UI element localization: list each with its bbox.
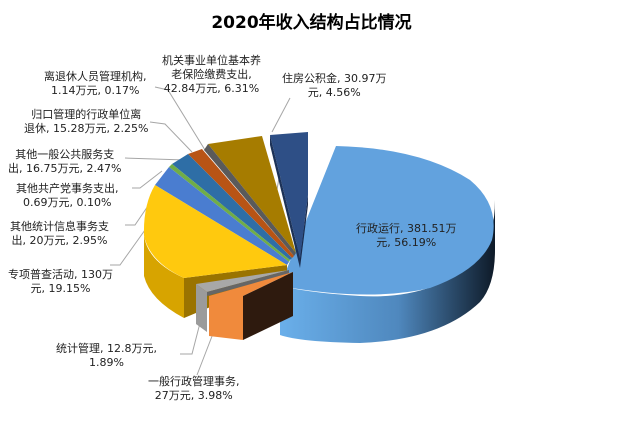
slice-xingzhengyunxing[interactable] bbox=[280, 146, 494, 295]
label-yanglaobaoxian: 机关事业单位基本养 老保险缴费支出, 42.84万元, 6.31% bbox=[162, 54, 261, 96]
label-guikouguanli: 归口管理的行政单位离 退休, 15.28万元, 2.25% bbox=[24, 108, 148, 136]
label-gongchandang: 其他共产党事务支出, 0.69万元, 0.10% bbox=[16, 182, 119, 210]
label-line: 统计管理, 12.8万元, bbox=[56, 342, 157, 355]
slice-gongchandang[interactable] bbox=[169, 164, 290, 262]
label-line: 行政运行, 381.51万 bbox=[356, 222, 457, 235]
label-line: 其他一般公共服务支 bbox=[15, 148, 115, 161]
label-line: 元, 19.15% bbox=[30, 282, 91, 295]
slice-guikouguanli[interactable] bbox=[188, 149, 294, 258]
slice-qitayibangonggong[interactable] bbox=[172, 154, 292, 260]
label-qitayibangonggong: 其他一般公共服务支 出, 16.75万元, 2.47% bbox=[8, 148, 121, 176]
label-line: 其他统计信息事务支 bbox=[10, 220, 109, 233]
label-line: 老保险缴费支出, bbox=[171, 68, 252, 81]
label-line: 一般行政管理事务, bbox=[148, 375, 240, 388]
label-line: 离退休人员管理机构, bbox=[44, 70, 147, 83]
label-line: 元, 4.56% bbox=[307, 86, 361, 99]
label-line: 住房公积金, 30.97万 bbox=[282, 72, 387, 85]
label-line: 1.14万元, 0.17% bbox=[51, 84, 140, 97]
label-line: 其他共产党事务支出, bbox=[16, 182, 119, 195]
chart-title: 2020年收入结构占比情况 bbox=[211, 13, 412, 33]
slice-zhuanxiangpucha[interactable] bbox=[143, 185, 287, 278]
label-line: 出, 20万元, 2.95% bbox=[11, 234, 108, 247]
label-line: 退休, 15.28万元, 2.25% bbox=[24, 122, 149, 135]
slice-side-zhuanxiangpucha bbox=[144, 236, 184, 318]
label-lituixiurenyuan: 离退休人员管理机构, 1.14万元, 0.17% bbox=[44, 70, 147, 98]
label-line: 1.89% bbox=[89, 356, 124, 369]
label-qitatongjixinxi: 其他统计信息事务支 出, 20万元, 2.95% bbox=[10, 220, 109, 248]
label-yibanxingzheng: 一般行政管理事务, 27万元, 3.98% bbox=[148, 375, 240, 403]
slice-qitatongjixinxi[interactable] bbox=[155, 167, 289, 265]
slice-yanglaobaoxian[interactable] bbox=[208, 136, 296, 253]
label-line: 0.69万元, 0.10% bbox=[23, 196, 112, 209]
label-tongjiguanli: 统计管理, 12.8万元, 1.89% bbox=[56, 342, 157, 370]
label-zhuanxiangpucha: 专项普查活动, 130万 元, 19.15% bbox=[8, 268, 113, 296]
slice-lituixiurenyuan[interactable] bbox=[204, 144, 296, 256]
label-line: 专项普查活动, 130万 bbox=[8, 268, 113, 281]
slice-side-xingzhengyunxing bbox=[280, 200, 495, 343]
label-line: 出, 16.75万元, 2.47% bbox=[8, 162, 122, 175]
label-line: 机关事业单位基本养 bbox=[162, 54, 261, 67]
label-line: 42.84万元, 6.31% bbox=[163, 82, 260, 95]
slice-yibanxingzheng[interactable] bbox=[209, 272, 293, 296]
slice-zhufanggongjijin[interactable] bbox=[270, 132, 308, 258]
slice-tongjiguanli[interactable] bbox=[196, 270, 289, 292]
label-line: 归口管理的行政单位离 bbox=[31, 108, 142, 121]
label-xingzhengyunxing: 行政运行, 381.51万 元, 56.19% bbox=[356, 222, 456, 250]
label-zhufanggongjijin: 住房公积金, 30.97万 元, 4.56% bbox=[282, 72, 386, 100]
label-line: 27万元, 3.98% bbox=[154, 389, 233, 402]
label-line: 元, 56.19% bbox=[376, 236, 437, 249]
